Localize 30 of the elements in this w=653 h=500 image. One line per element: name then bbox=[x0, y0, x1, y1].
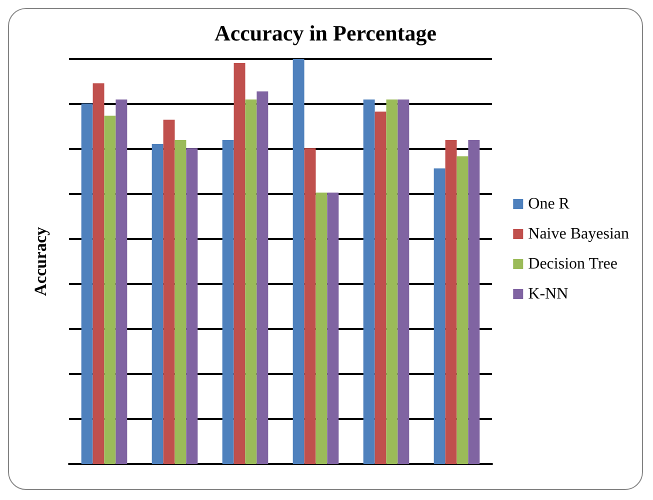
bar bbox=[152, 144, 164, 464]
bar bbox=[327, 192, 339, 464]
bar bbox=[468, 140, 480, 464]
bar bbox=[386, 100, 398, 464]
legend-label: K-NN bbox=[528, 286, 569, 302]
bar bbox=[374, 112, 386, 464]
legend-label: Naive Bayesian bbox=[528, 226, 630, 242]
bar bbox=[81, 104, 93, 464]
bar bbox=[363, 100, 375, 464]
legend-label: Decision Tree bbox=[528, 256, 618, 272]
bar bbox=[116, 100, 128, 464]
bar bbox=[92, 83, 104, 464]
y-axis-title: Accuracy bbox=[31, 226, 50, 296]
bar bbox=[456, 156, 468, 464]
bar bbox=[174, 140, 186, 464]
bar bbox=[316, 192, 328, 464]
bar bbox=[445, 140, 457, 464]
bar bbox=[256, 91, 268, 464]
legend-label: One R bbox=[528, 196, 570, 212]
bar bbox=[304, 148, 316, 464]
bar bbox=[104, 116, 116, 464]
bar bbox=[292, 59, 304, 464]
chart-title: Accuracy in Percentage bbox=[214, 20, 437, 46]
bar bbox=[234, 63, 246, 464]
bar bbox=[163, 120, 175, 464]
bar bbox=[398, 100, 410, 464]
bar bbox=[245, 100, 257, 464]
bar bbox=[186, 148, 198, 464]
bar bbox=[222, 140, 234, 464]
bar bbox=[434, 168, 446, 464]
